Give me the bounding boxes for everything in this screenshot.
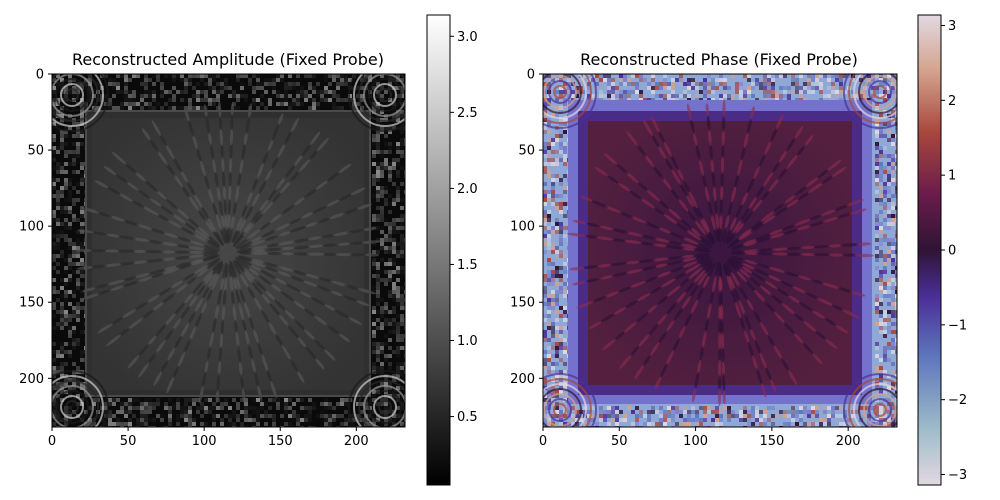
amplitude-y-axis: 0 50 100 150 200 xyxy=(19,68,52,387)
phase-colorbar-ticks: 3 2 1 0 −1 −2 −3 xyxy=(941,19,967,483)
amplitude-colorbar-ticks: 0.5 1.0 1.5 2.0 2.5 3.0 xyxy=(450,30,478,425)
amplitude-image xyxy=(52,74,405,427)
phase-radial-pattern xyxy=(567,99,874,406)
phase-x-axis: 0 50 100 150 200 xyxy=(539,427,861,449)
amplitude-x-axis: 0 50 100 150 200 xyxy=(48,427,369,449)
amplitude-x-tick-label: 100 xyxy=(192,434,217,449)
amplitude-frame-edge xyxy=(85,110,371,397)
amplitude-y-tick-label: 100 xyxy=(19,220,44,235)
amplitude-colorbar-tick-label: 0.5 xyxy=(457,410,478,425)
phase-axes-frame xyxy=(542,73,898,428)
phase-image xyxy=(543,74,897,427)
amplitude-y-tick-label: 150 xyxy=(19,296,44,311)
amplitude-y-tick-label: 50 xyxy=(27,144,44,159)
amplitude-colorbar-tick-label: 2.5 xyxy=(457,106,478,121)
phase-y-tick-label: 0 xyxy=(527,68,535,83)
phase-x-tick-label: 50 xyxy=(611,434,628,449)
amplitude-x-tick-label: 200 xyxy=(344,434,369,449)
amplitude-panel: Reconstructed Amplitude (Fixed Probe) 0 5… xyxy=(19,14,478,486)
phase-x-tick-label: 100 xyxy=(683,434,708,449)
phase-colorbar-tick-label: 3 xyxy=(948,19,956,34)
amplitude-axes-frame xyxy=(51,73,406,428)
phase-border-noise xyxy=(543,74,897,427)
phase-corner-artifacts xyxy=(543,74,897,427)
amplitude-x-tick-label: 0 xyxy=(48,434,56,449)
amplitude-colorbar-gradient xyxy=(427,15,450,485)
phase-colorbar-tick-label: −2 xyxy=(948,393,967,408)
phase-y-axis: 0 50 100 150 200 xyxy=(510,68,543,387)
phase-x-tick-label: 200 xyxy=(836,434,861,449)
phase-panel: Reconstructed Phase (Fixed Probe) 0 50 100… xyxy=(510,14,967,486)
amplitude-title: Reconstructed Amplitude (Fixed Probe) xyxy=(72,50,384,69)
amplitude-corner-artifacts xyxy=(52,74,405,427)
amplitude-radial-pattern xyxy=(76,100,382,404)
phase-colorbar-tick-label: −1 xyxy=(948,318,967,333)
phase-x-tick-label: 0 xyxy=(539,434,547,449)
phase-colorbar-tick-label: 2 xyxy=(948,94,956,109)
amplitude-colorbar-tick-label: 1.5 xyxy=(457,258,478,273)
amplitude-colorbar-tick-label: 3.0 xyxy=(457,30,478,45)
amplitude-y-tick-label: 0 xyxy=(36,68,44,83)
phase-x-tick-label: 150 xyxy=(759,434,784,449)
amplitude-colorbar: 0.5 1.0 1.5 2.0 2.5 3.0 xyxy=(426,14,478,486)
amplitude-y-tick-label: 200 xyxy=(19,372,44,387)
phase-colorbar-tick-label: 0 xyxy=(948,244,956,259)
phase-colorbar-gradient xyxy=(918,15,941,485)
amplitude-x-tick-label: 50 xyxy=(120,434,137,449)
phase-y-tick-label: 100 xyxy=(510,220,535,235)
phase-y-tick-label: 50 xyxy=(518,144,535,159)
phase-y-tick-label: 150 xyxy=(510,296,535,311)
amplitude-colorbar-frame xyxy=(426,14,451,486)
phase-colorbar-tick-label: −3 xyxy=(948,468,967,483)
phase-y-tick-label: 200 xyxy=(510,372,535,387)
amplitude-colorbar-tick-label: 1.0 xyxy=(457,334,478,349)
phase-title: Reconstructed Phase (Fixed Probe) xyxy=(580,50,858,69)
amplitude-x-tick-label: 150 xyxy=(268,434,293,449)
phase-colorbar: 3 2 1 0 −1 −2 −3 xyxy=(917,14,967,486)
phase-colorbar-tick-label: 1 xyxy=(948,169,956,184)
amplitude-colorbar-tick-label: 2.0 xyxy=(457,182,478,197)
